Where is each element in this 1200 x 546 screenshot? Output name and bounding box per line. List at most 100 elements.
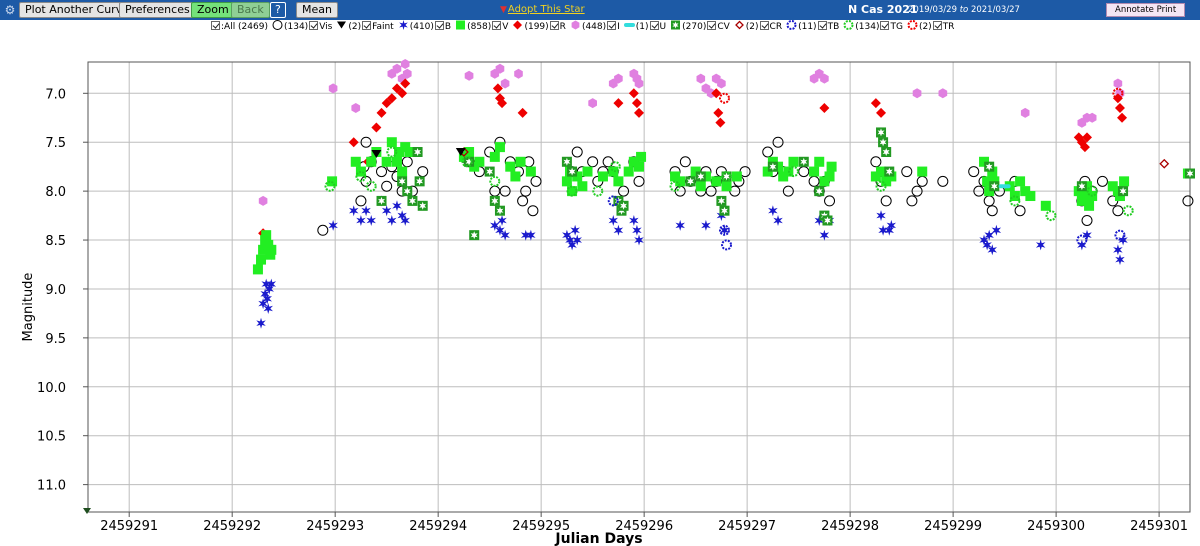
data-point-vis[interactable]	[517, 195, 529, 207]
data-point-cv[interactable]	[402, 186, 413, 197]
data-point-cv[interactable]	[469, 230, 480, 241]
data-point-vis[interactable]	[381, 180, 393, 192]
data-point-r[interactable]	[386, 93, 397, 104]
data-point-r[interactable]	[713, 107, 724, 118]
data-point-tg[interactable]	[1009, 195, 1021, 207]
data-point-vis[interactable]	[679, 156, 691, 168]
data-point-tg[interactable]	[386, 146, 398, 158]
data-point-vis[interactable]	[772, 136, 784, 148]
data-point-v[interactable]	[870, 171, 881, 182]
data-point-b[interactable]	[629, 215, 639, 226]
data-point-vis[interactable]	[1096, 175, 1108, 187]
data-point-r[interactable]	[634, 107, 644, 118]
legend-item-i[interactable]: (448) I	[569, 19, 620, 34]
data-point-b[interactable]	[256, 317, 266, 329]
data-point-cv[interactable]	[414, 176, 425, 187]
data-point-r[interactable]	[497, 98, 508, 109]
data-point-v[interactable]	[819, 176, 830, 187]
data-point-tb[interactable]	[718, 224, 730, 236]
data-point-r[interactable]	[376, 107, 387, 118]
data-point-i[interactable]	[258, 195, 268, 206]
data-point-r[interactable]	[715, 117, 726, 128]
data-point-i[interactable]	[464, 70, 474, 81]
data-point-v[interactable]	[690, 166, 701, 177]
help-button[interactable]: ?	[270, 2, 286, 18]
data-point-v[interactable]	[982, 176, 993, 187]
data-point-v[interactable]	[1079, 191, 1090, 202]
data-point-r[interactable]	[870, 98, 881, 109]
adopt-this-star-link[interactable]: ▼Adopt This Star	[500, 4, 585, 15]
data-point-v[interactable]	[1119, 176, 1130, 187]
data-point-v[interactable]	[597, 171, 608, 182]
data-point-cv[interactable]	[716, 195, 727, 206]
data-point-vis[interactable]	[520, 185, 532, 197]
data-point-v[interactable]	[474, 156, 485, 167]
data-point-b[interactable]	[987, 244, 998, 256]
data-point-b[interactable]	[876, 210, 886, 222]
data-point-b[interactable]	[878, 224, 888, 236]
data-point-cr[interactable]	[1159, 158, 1170, 169]
data-point-cv[interactable]	[376, 195, 387, 206]
data-point-b[interactable]	[328, 219, 338, 231]
data-point-cv[interactable]	[494, 205, 505, 216]
data-point-tg[interactable]	[1045, 210, 1057, 222]
data-point-vis[interactable]	[973, 185, 985, 197]
data-point-tg[interactable]	[365, 180, 377, 192]
mean-button[interactable]: Mean	[296, 2, 338, 18]
data-point-i[interactable]	[514, 68, 523, 79]
data-point-r[interactable]	[1114, 102, 1125, 113]
data-point-b[interactable]	[570, 224, 580, 236]
data-point-cv[interactable]	[407, 195, 418, 206]
back-button[interactable]: Back	[231, 2, 270, 18]
data-point-r[interactable]	[492, 83, 503, 94]
data-point-v[interactable]	[381, 156, 392, 167]
data-point-r[interactable]	[517, 107, 528, 118]
data-point-b[interactable]	[387, 215, 397, 226]
legend-item-tr[interactable]: (2) TR	[906, 19, 954, 34]
data-point-b[interactable]	[701, 219, 711, 231]
data-point-vis[interactable]	[360, 136, 372, 148]
data-point-cv[interactable]	[561, 156, 572, 167]
data-point-vis[interactable]	[1182, 195, 1194, 207]
data-point-faint[interactable]	[455, 148, 466, 156]
data-point-v[interactable]	[391, 156, 402, 167]
data-point-vis[interactable]	[798, 166, 810, 178]
data-point-b[interactable]	[1035, 239, 1046, 251]
data-point-b[interactable]	[260, 288, 270, 300]
data-point-cv[interactable]	[464, 156, 475, 167]
data-point-i[interactable]	[706, 88, 716, 99]
data-point-tg[interactable]	[875, 180, 887, 192]
data-point-b[interactable]	[490, 219, 500, 231]
data-point-vis[interactable]	[618, 185, 630, 197]
data-point-r[interactable]	[371, 122, 382, 133]
data-point-v[interactable]	[577, 181, 588, 192]
data-point-vis[interactable]	[602, 156, 614, 168]
data-point-b[interactable]	[1113, 244, 1123, 256]
data-point-vis[interactable]	[911, 185, 923, 197]
data-point-vis[interactable]	[937, 175, 949, 187]
data-point-b[interactable]	[979, 234, 989, 246]
preferences-button[interactable]: Preferences	[119, 2, 196, 18]
data-point-vis[interactable]	[824, 195, 836, 207]
data-point-v[interactable]	[623, 166, 634, 177]
data-point-b[interactable]	[258, 298, 268, 310]
data-point-vis[interactable]	[1014, 205, 1026, 217]
data-point-v[interactable]	[809, 166, 820, 177]
data-point-i[interactable]	[614, 73, 623, 84]
data-point-cv[interactable]	[798, 156, 809, 167]
annotate-print-button[interactable]: Annotate Print	[1106, 3, 1186, 17]
data-point-v[interactable]	[700, 171, 711, 182]
checkbox-icon[interactable]	[707, 21, 717, 30]
data-point-b[interactable]	[266, 278, 277, 290]
data-point-cv[interactable]	[881, 147, 892, 157]
data-point-cv[interactable]	[618, 200, 629, 211]
data-point-vis[interactable]	[880, 195, 892, 207]
data-point-v[interactable]	[572, 171, 583, 182]
data-point-b[interactable]	[991, 224, 1002, 236]
data-point-cv[interactable]	[721, 171, 732, 182]
data-point-v[interactable]	[350, 156, 361, 167]
data-point-vis[interactable]	[782, 185, 794, 197]
data-point-b[interactable]	[982, 239, 992, 251]
data-point-v[interactable]	[561, 176, 572, 187]
data-point-v[interactable]	[386, 137, 397, 148]
